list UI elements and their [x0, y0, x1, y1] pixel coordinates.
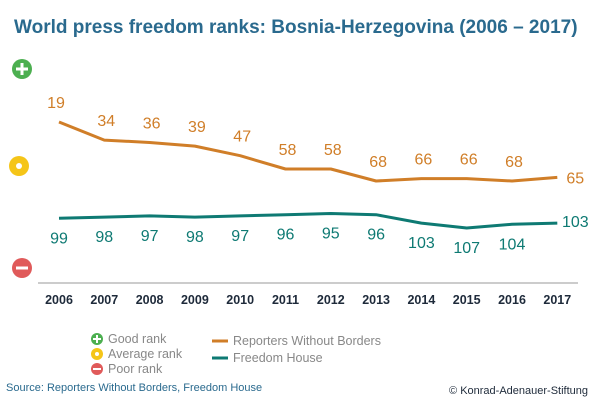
legend-good-rank-label: Good rank [108, 332, 167, 346]
data-label-reporters-without-borders-2011: 58 [279, 142, 297, 159]
legend-poor-rank-label: Poor rank [108, 362, 163, 376]
credit-note: © Konrad-Adenauer-Stiftung [449, 385, 588, 397]
data-label-freedom-house-2011: 96 [277, 227, 295, 244]
data-label-reporters-without-borders-2009: 39 [188, 119, 206, 136]
data-label-freedom-house-2017: 103 [562, 214, 589, 231]
data-label-freedom-house-2006: 99 [50, 230, 68, 247]
data-label-freedom-house-2010: 97 [231, 228, 249, 245]
legend-poor-rank: Poor rank [91, 362, 163, 376]
series-legend: Reporters Without Borders Freedom House [212, 334, 381, 365]
legend-fh-label: Freedom House [233, 351, 323, 365]
x-tick-2007: 2007 [90, 293, 118, 307]
good-rank-icon [12, 59, 32, 79]
x-axis-ticks: 2006 2007 2008 2009 2010 2011 2012 2013 2014 2015… [45, 293, 571, 307]
x-tick-2009: 2009 [181, 293, 209, 307]
rank-legend: Good rank Average rank Poor rank [91, 332, 183, 376]
data-label-reporters-without-borders-2006: 19 [47, 95, 65, 112]
data-label-reporters-without-borders-2012: 58 [324, 142, 342, 159]
source-note: Source: Reporters Without Borders, Freed… [6, 382, 262, 394]
data-label-reporters-without-borders-2014: 66 [415, 152, 433, 169]
data-label-freedom-house-2014: 103 [408, 235, 435, 252]
data-label-reporters-without-borders-2015: 66 [460, 152, 478, 169]
chart-title: World press freedom ranks: Bosnia-Herzeg… [14, 17, 578, 38]
x-tick-2012: 2012 [317, 293, 345, 307]
data-label-reporters-without-borders-2008: 36 [143, 116, 161, 133]
x-tick-2013: 2013 [362, 293, 390, 307]
x-tick-2006: 2006 [45, 293, 73, 307]
legend-average-rank-label: Average rank [108, 347, 183, 361]
x-tick-2010: 2010 [226, 293, 254, 307]
average-rank-icon [9, 156, 29, 176]
legend-rsf-label: Reporters Without Borders [233, 334, 381, 348]
data-label-reporters-without-borders-2016: 68 [505, 154, 523, 171]
legend-average-rank: Average rank [91, 347, 183, 361]
series-line-freedom-house [58, 212, 558, 230]
x-tick-2011: 2011 [272, 293, 299, 307]
x-tick-2015: 2015 [453, 293, 481, 307]
data-label-reporters-without-borders-2010: 47 [233, 129, 251, 146]
legend-series-rsf: Reporters Without Borders [212, 334, 381, 348]
legend-series-fh: Freedom House [212, 351, 323, 365]
x-tick-2017: 2017 [543, 293, 571, 307]
data-label-freedom-house-2008: 97 [141, 228, 159, 245]
plot-area: 19 34 36 39 47 58 58 68 66 66 68 65 99 98 97 98 97 96 95 96… [47, 95, 589, 257]
data-label-reporters-without-borders-2017: 65 [566, 170, 584, 187]
data-label-reporters-without-borders-2007: 34 [97, 113, 115, 130]
x-tick-2014: 2014 [407, 293, 435, 307]
data-label-freedom-house-2009: 98 [186, 229, 204, 246]
data-label-reporters-without-borders-2013: 68 [369, 154, 387, 171]
data-label-freedom-house-2012: 95 [322, 226, 340, 243]
poor-rank-icon [12, 258, 32, 278]
x-tick-2016: 2016 [498, 293, 526, 307]
legend-good-rank: Good rank [91, 332, 167, 346]
x-tick-2008: 2008 [136, 293, 164, 307]
data-label-freedom-house-2013: 96 [367, 227, 385, 244]
data-label-freedom-house-2007: 98 [95, 229, 113, 246]
data-label-freedom-house-2016: 104 [499, 236, 526, 253]
data-label-freedom-house-2015: 107 [453, 240, 480, 257]
series-line-reporters-without-borders [58, 120, 558, 183]
